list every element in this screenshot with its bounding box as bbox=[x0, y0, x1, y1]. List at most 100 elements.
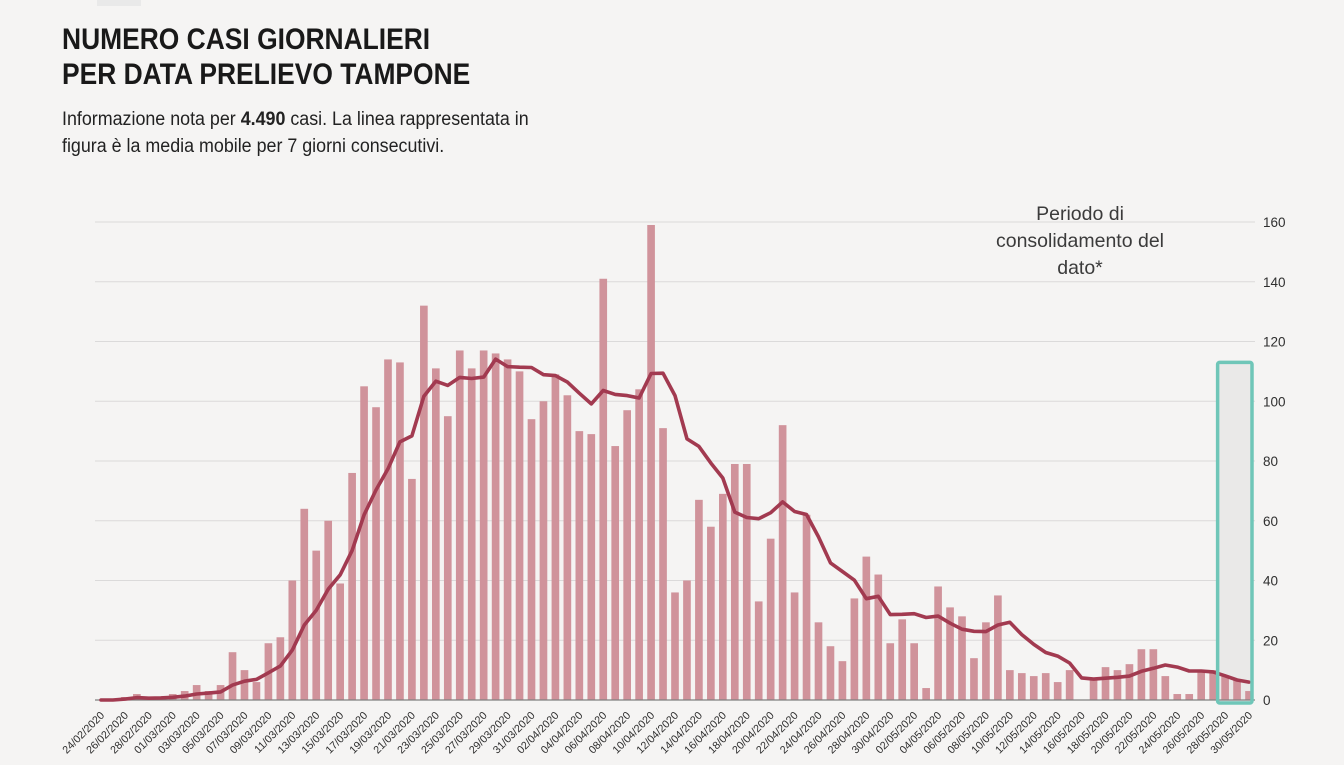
y-tick-label: 120 bbox=[1263, 335, 1286, 350]
subtitle-prefix: Informazione nota per bbox=[62, 109, 241, 130]
bar bbox=[1113, 670, 1122, 700]
title-line-2: PER DATA PRELIEVO TAMPONE bbox=[62, 58, 471, 91]
bar bbox=[898, 619, 907, 700]
bar bbox=[635, 389, 643, 700]
bar bbox=[324, 520, 333, 700]
logo-fragment bbox=[97, 0, 141, 6]
bar bbox=[994, 595, 1002, 700]
bar bbox=[204, 691, 213, 700]
bar bbox=[1065, 670, 1074, 700]
bar bbox=[1221, 676, 1229, 700]
bar bbox=[455, 350, 464, 700]
x-axis-labels: 24/02/202026/02/202028/02/202001/03/2020… bbox=[60, 710, 1255, 757]
bar bbox=[910, 643, 919, 700]
bar bbox=[527, 419, 536, 700]
bar bbox=[372, 407, 380, 700]
consolidation-annotation: Periodo di consolidamento del dato* bbox=[995, 203, 1165, 279]
moving-average-line bbox=[99, 357, 1251, 702]
bar bbox=[288, 580, 297, 700]
bar bbox=[874, 574, 883, 700]
bar bbox=[707, 526, 715, 700]
y-tick-label: 160 bbox=[1263, 215, 1286, 230]
bar bbox=[587, 434, 596, 700]
bar bbox=[1017, 673, 1026, 700]
bar bbox=[1006, 670, 1014, 700]
bar bbox=[384, 359, 392, 700]
bar bbox=[1173, 694, 1182, 700]
y-tick-label: 140 bbox=[1263, 275, 1286, 290]
bar bbox=[348, 472, 356, 700]
y-tick-label: 60 bbox=[1263, 514, 1278, 529]
bar bbox=[360, 386, 368, 700]
bar bbox=[754, 601, 763, 700]
bar bbox=[431, 368, 440, 700]
bar bbox=[934, 586, 942, 700]
bar bbox=[1161, 676, 1170, 700]
bar bbox=[1125, 664, 1134, 700]
bar bbox=[850, 598, 859, 700]
bar bbox=[467, 368, 476, 700]
bar bbox=[1089, 679, 1098, 700]
bar bbox=[671, 592, 679, 700]
bar bbox=[599, 278, 608, 700]
chart-subtitle: Informazione nota per 4.490 casi. La lin… bbox=[62, 106, 537, 160]
bar bbox=[1053, 682, 1062, 700]
bar bbox=[695, 499, 703, 700]
bar bbox=[1149, 649, 1158, 700]
title-line-1: NUMERO CASI GIORNALIERI bbox=[62, 23, 431, 56]
bar bbox=[1041, 673, 1050, 700]
bar bbox=[276, 637, 285, 700]
bar bbox=[778, 425, 787, 700]
bar bbox=[312, 550, 321, 700]
bar bbox=[563, 395, 572, 700]
bar bbox=[1233, 679, 1241, 700]
bar bbox=[766, 538, 775, 700]
daily-cases-bars bbox=[121, 224, 1253, 701]
bar bbox=[515, 371, 524, 700]
bar bbox=[730, 463, 739, 700]
bar bbox=[396, 362, 404, 700]
bar bbox=[659, 428, 667, 700]
bar bbox=[611, 446, 620, 700]
bar bbox=[1029, 676, 1038, 700]
bar bbox=[1209, 670, 1217, 700]
bar bbox=[300, 508, 309, 700]
bar bbox=[443, 416, 452, 700]
bar bbox=[1197, 670, 1206, 700]
y-tick-label: 100 bbox=[1263, 394, 1286, 409]
bar bbox=[420, 305, 428, 700]
bar bbox=[551, 374, 560, 700]
bar bbox=[946, 607, 954, 700]
bar bbox=[240, 670, 249, 700]
bar bbox=[647, 224, 655, 701]
bar bbox=[1245, 691, 1253, 700]
bar bbox=[228, 652, 237, 700]
bar bbox=[958, 616, 966, 700]
bar bbox=[802, 514, 811, 700]
y-axis-labels: 0 20 40 60 80 100 120 140 160 bbox=[1263, 215, 1286, 708]
chart-header: NUMERO CASI GIORNALIERI PER DATA PRELIEV… bbox=[62, 22, 567, 160]
bar bbox=[252, 682, 261, 700]
subtitle-suffix: casi. La linea rappresentata in figura è… bbox=[62, 109, 529, 157]
bar bbox=[742, 463, 751, 700]
bar bbox=[408, 478, 416, 700]
bar bbox=[922, 688, 930, 700]
bar bbox=[982, 622, 990, 700]
bar bbox=[479, 350, 488, 700]
bar bbox=[683, 580, 691, 700]
bar bbox=[970, 658, 978, 700]
page-title: NUMERO CASI GIORNALIERI PER DATA PRELIEV… bbox=[62, 22, 506, 92]
bar bbox=[1185, 694, 1194, 700]
consolidation-box bbox=[1215, 360, 1254, 705]
y-tick-label: 20 bbox=[1263, 633, 1278, 648]
bar bbox=[814, 622, 823, 700]
bar bbox=[336, 583, 344, 700]
consolidation-box-fill bbox=[1217, 362, 1252, 703]
bar bbox=[862, 556, 871, 700]
bar bbox=[503, 359, 512, 700]
subtitle-case-count: 4.490 bbox=[240, 109, 286, 130]
bar bbox=[575, 431, 584, 700]
y-tick-label: 0 bbox=[1263, 693, 1271, 708]
bar bbox=[539, 401, 548, 700]
